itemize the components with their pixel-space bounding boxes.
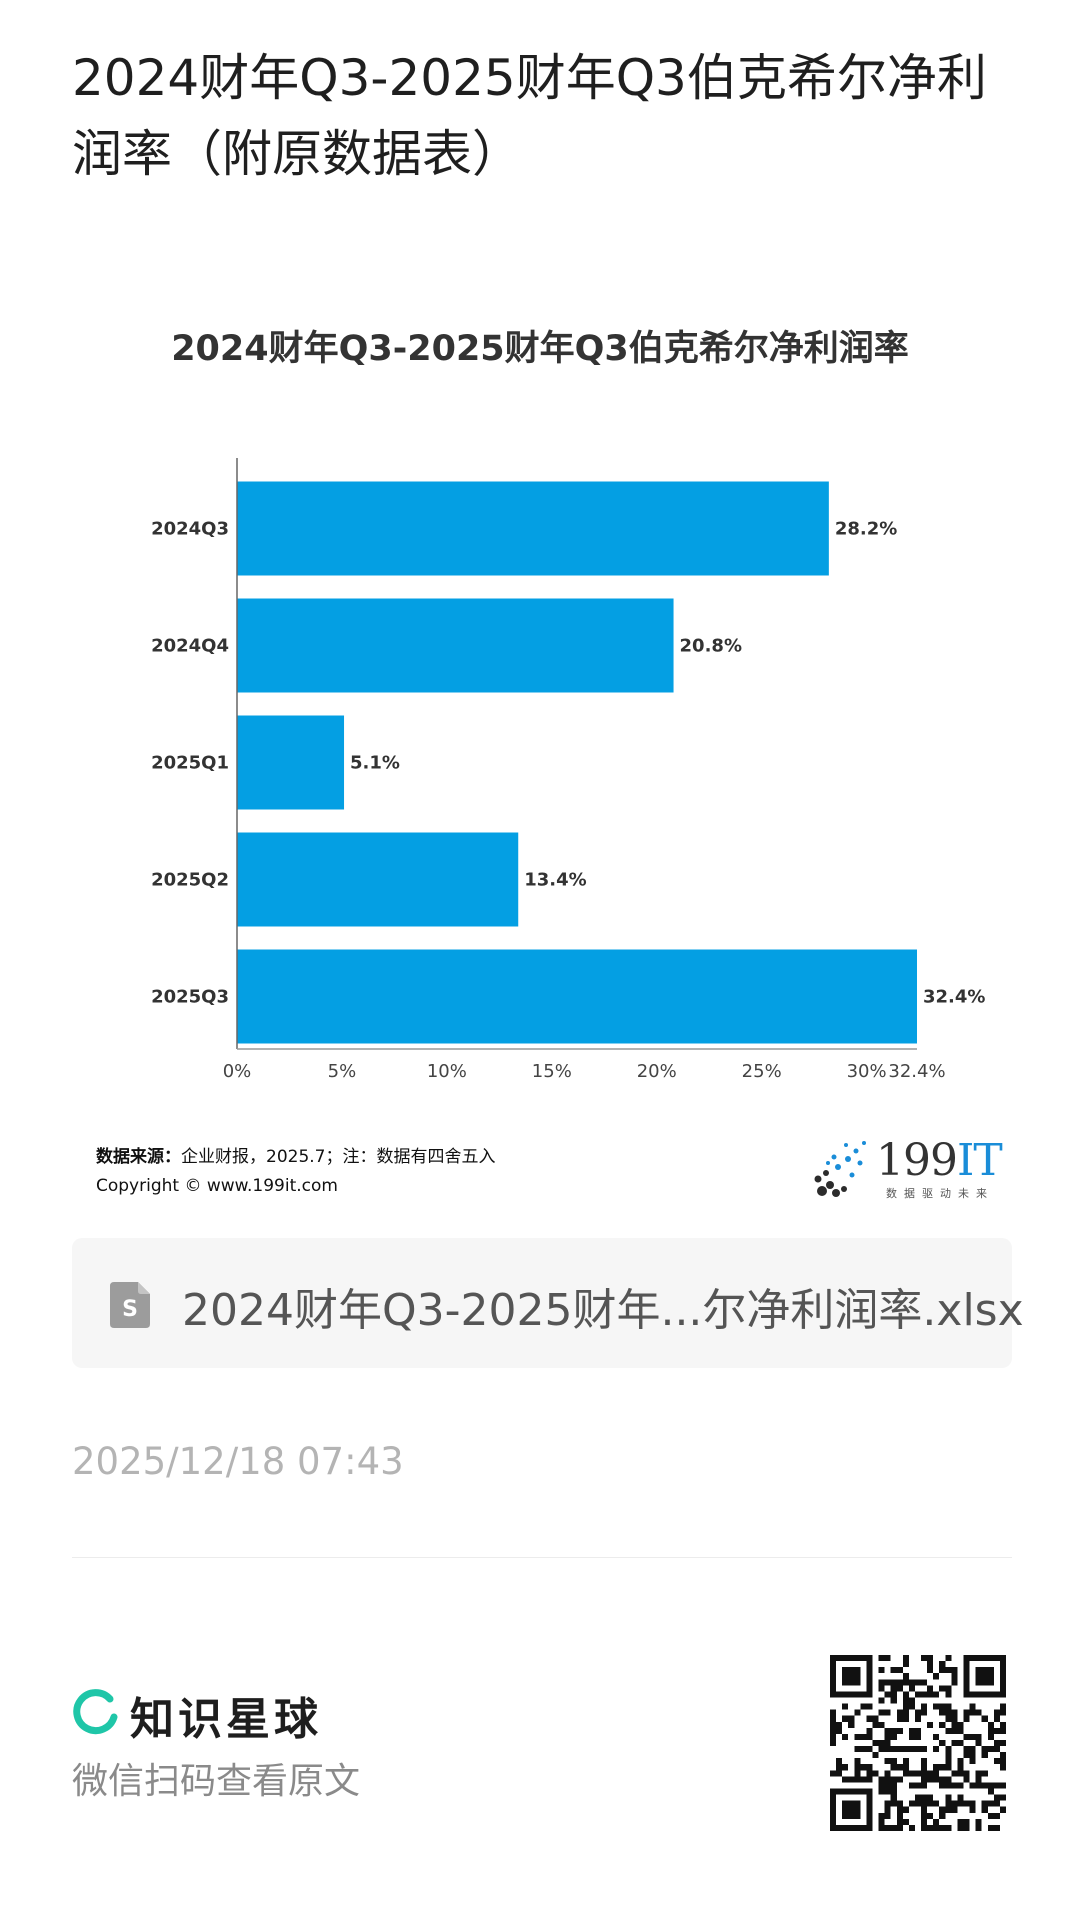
x-tick-label: 5% [328, 1061, 357, 1082]
qr-modules [830, 1655, 1006, 1831]
data-label: 13.4% [524, 870, 586, 891]
post-timestamp: 2025/12/18 07:43 [72, 1440, 404, 1483]
category-label: 2025Q3 [151, 987, 229, 1008]
chart-card: 2024财年Q3-2025财年Q3伯克希尔净利润率 2024Q3 28.2% 202… [72, 300, 1008, 1220]
category-label: 2024Q3 [151, 519, 229, 540]
x-tick-label: 10% [427, 1061, 467, 1082]
logo-letters: IT [956, 1135, 1003, 1186]
source-text: 企业财报，2025.7；注：数据有四舍五入 [181, 1147, 496, 1167]
spreadsheet-file-icon: S [110, 1282, 150, 1328]
logo-tagline: 数据驱动未来 [886, 1187, 994, 1200]
x-tick-label: 32.4% [888, 1061, 945, 1082]
category-label: 2024Q4 [151, 636, 229, 657]
bar-2024Q4 [237, 598, 674, 693]
bar-2025Q1 [237, 715, 345, 810]
source-label: 数据来源： [96, 1147, 181, 1167]
bar-chart: 2024Q3 28.2% 2024Q4 20.8% 2025Q1 5.1% 2025Q2 13… [151, 458, 985, 1082]
logo-digits: 199 [876, 1135, 958, 1186]
attachment-file-name[interactable]: 2024财年Q3-2025财年...尔净利润率.xlsx [182, 1285, 1024, 1336]
data-label: 32.4% [923, 987, 985, 1008]
chart-title: 2024财年Q3-2025财年Q3伯克希尔净利润率 [171, 329, 909, 369]
data-label: 20.8% [680, 636, 742, 657]
x-tick-label: 30% [847, 1061, 887, 1082]
x-tick-label: 25% [742, 1061, 782, 1082]
logo-wordmark: 199IT [876, 1135, 1003, 1186]
data-source: 数据来源：企业财报，2025.7；注：数据有四舍五入 Copyright © w… [96, 1143, 495, 1201]
x-tick-label: 0% [223, 1061, 252, 1082]
category-label: 2025Q2 [151, 870, 229, 891]
attachment-file-card[interactable]: S 2024财年Q3-2025财年...尔净利润率.xlsx [72, 1238, 1024, 1368]
scan-hint: 微信扫码查看原文 [72, 1761, 361, 1802]
bar-2025Q2 [237, 832, 519, 927]
svg-text:S: S [122, 1297, 138, 1322]
brand-name: 知识星球 [130, 1694, 322, 1745]
199it-logo: 199IT 数据驱动未来 [808, 1133, 1008, 1205]
divider [72, 1557, 1012, 1558]
x-tick-label: 20% [637, 1061, 677, 1082]
bar-2025Q3 [237, 949, 917, 1044]
copyright: Copyright © www.199it.com [96, 1176, 338, 1196]
zsxq-logo-icon [73, 1689, 118, 1735]
x-tick-label: 15% [532, 1061, 572, 1082]
dots-logo-icon [814, 1141, 866, 1197]
post-title: 2024财年Q3-2025财年Q3伯克希尔净利润率（附原数据表） [72, 49, 987, 183]
category-label: 2025Q1 [151, 753, 229, 774]
bar-2024Q3 [237, 481, 829, 576]
data-label: 28.2% [835, 519, 897, 540]
data-label: 5.1% [350, 753, 400, 774]
qr-code[interactable] [830, 1655, 1006, 1831]
